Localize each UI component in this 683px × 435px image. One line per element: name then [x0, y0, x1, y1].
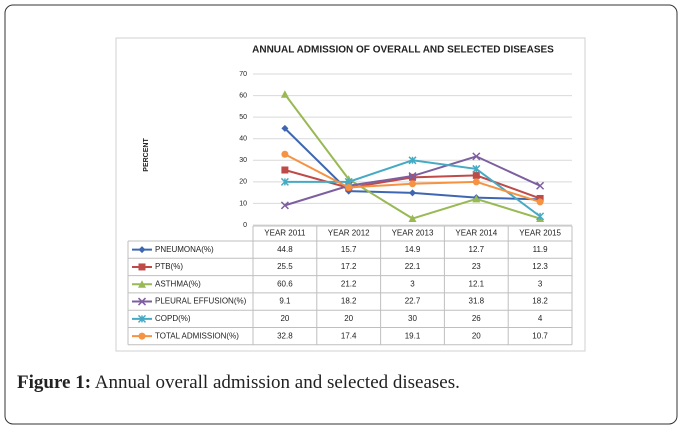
y-tick-label: 60	[239, 92, 247, 99]
legend-marker	[137, 297, 147, 306]
table-value: 26	[472, 314, 481, 323]
table-value: 3	[410, 279, 415, 288]
table-value: 44.8	[277, 245, 293, 254]
table-value: 60.6	[277, 279, 293, 288]
y-tick-label: 0	[243, 222, 247, 229]
data-point	[536, 181, 545, 190]
table-value: 32.8	[277, 331, 293, 340]
chart-title: ANNUAL ADMISSION OF OVERALL AND SELECTED…	[252, 45, 554, 56]
data-point	[472, 178, 480, 186]
table-value: 23	[472, 262, 481, 271]
data-point	[281, 166, 289, 174]
table-value: 18.2	[341, 297, 357, 306]
data-point	[536, 212, 545, 221]
table-value: 22.7	[405, 297, 421, 306]
x-tick-label: YEAR 2015	[519, 229, 561, 238]
table-value: 18.2	[532, 297, 548, 306]
data-point	[409, 180, 416, 188]
x-tick-label: YEAR 2013	[392, 229, 434, 238]
legend-marker	[138, 263, 146, 271]
legend-marker	[138, 246, 146, 254]
caption-text: Annual overall admission and selected di…	[95, 372, 460, 393]
data-point	[281, 124, 289, 132]
y-tick-label: 50	[239, 114, 247, 121]
legend-label: PTB(%)	[155, 262, 183, 271]
table-value: 12.3	[532, 262, 548, 271]
y-axis-label: PERCENT	[143, 138, 150, 172]
x-tick-label: YEAR 2012	[328, 229, 370, 238]
y-tick-label: 30	[239, 157, 247, 164]
table-value: 17.4	[341, 331, 357, 340]
data-point	[280, 201, 289, 210]
table-value: 22.1	[405, 262, 421, 271]
table-value: 30	[408, 314, 417, 323]
data-point	[472, 152, 481, 161]
table-value: 4	[538, 314, 543, 323]
table-value: 15.7	[341, 245, 357, 254]
table-value: 11.9	[533, 245, 549, 254]
caption-label: Figure 1:	[17, 372, 91, 393]
y-tick-label: 70	[239, 71, 247, 78]
table-value: 3	[538, 279, 543, 288]
data-point	[409, 173, 416, 181]
y-tick-label: 40	[239, 136, 247, 143]
legend-label: COPD(%)	[155, 314, 191, 323]
legend-label: TOTAL ADMISSION(%)	[155, 331, 239, 340]
legend-label: ASTHMA(%)	[155, 279, 201, 288]
data-point	[472, 164, 481, 173]
table-value: 17.2	[341, 262, 357, 271]
table-value: 25.5	[277, 262, 293, 271]
chart-frame	[115, 37, 586, 352]
table-value: 12.7	[469, 245, 485, 254]
data-point	[281, 150, 289, 158]
table-value: 10.7	[532, 331, 548, 340]
y-tick-label: 20	[239, 179, 247, 186]
x-tick-label: YEAR 2011	[264, 229, 306, 238]
y-tick-label: 10	[239, 200, 247, 207]
data-point	[345, 183, 353, 191]
caption: Figure 1: Annual overall admission and s…	[17, 372, 460, 393]
legend-marker	[137, 314, 147, 323]
data-point	[408, 156, 417, 165]
table-value: 31.8	[469, 297, 485, 306]
x-tick-label: YEAR 2014	[455, 229, 497, 238]
table-value: 20	[472, 331, 481, 340]
legend-marker	[138, 332, 146, 340]
data-point	[409, 189, 416, 197]
table-value: 20	[344, 314, 353, 323]
data-point	[408, 214, 417, 223]
legend-label: PLEURAL EFFUSION(%)	[155, 297, 247, 306]
table-value: 21.2	[341, 279, 357, 288]
table-value: 20	[280, 314, 289, 323]
table-value: 19.1	[405, 331, 421, 340]
legend-label: PNEUMONA(%)	[155, 245, 214, 254]
data-point	[280, 177, 289, 186]
table-value: 14.9	[405, 245, 421, 254]
data-point	[472, 194, 481, 203]
data-point	[280, 90, 289, 98]
legend-marker	[138, 280, 146, 288]
data-point	[472, 171, 480, 179]
table-value: 12.1	[469, 279, 485, 288]
table-value: 9.1	[279, 297, 291, 306]
data-point	[536, 198, 544, 206]
data-point	[408, 172, 417, 181]
